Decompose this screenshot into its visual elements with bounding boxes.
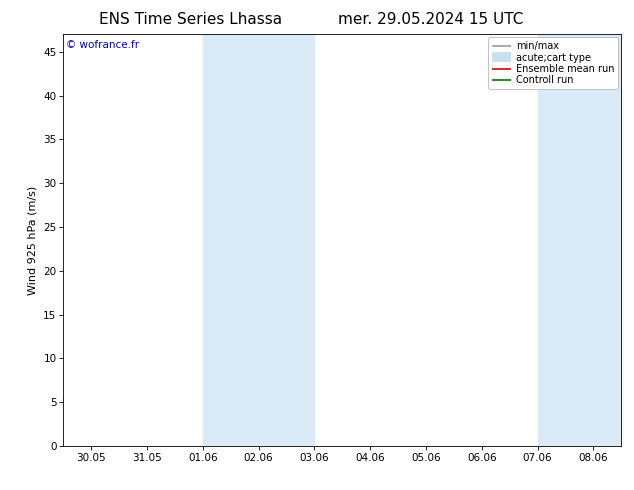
Bar (203, 34, 314, 446)
Text: mer. 29.05.2024 15 UTC: mer. 29.05.2024 15 UTC (339, 12, 524, 27)
Bar (538, 34, 621, 446)
Y-axis label: Wind 925 hPa (m/s): Wind 925 hPa (m/s) (28, 186, 37, 294)
Text: © wofrance.fr: © wofrance.fr (66, 41, 139, 50)
Text: ENS Time Series Lhassa: ENS Time Series Lhassa (99, 12, 281, 27)
Legend: min/max, acute;cart type, Ensemble mean run, Controll run: min/max, acute;cart type, Ensemble mean … (488, 37, 618, 89)
